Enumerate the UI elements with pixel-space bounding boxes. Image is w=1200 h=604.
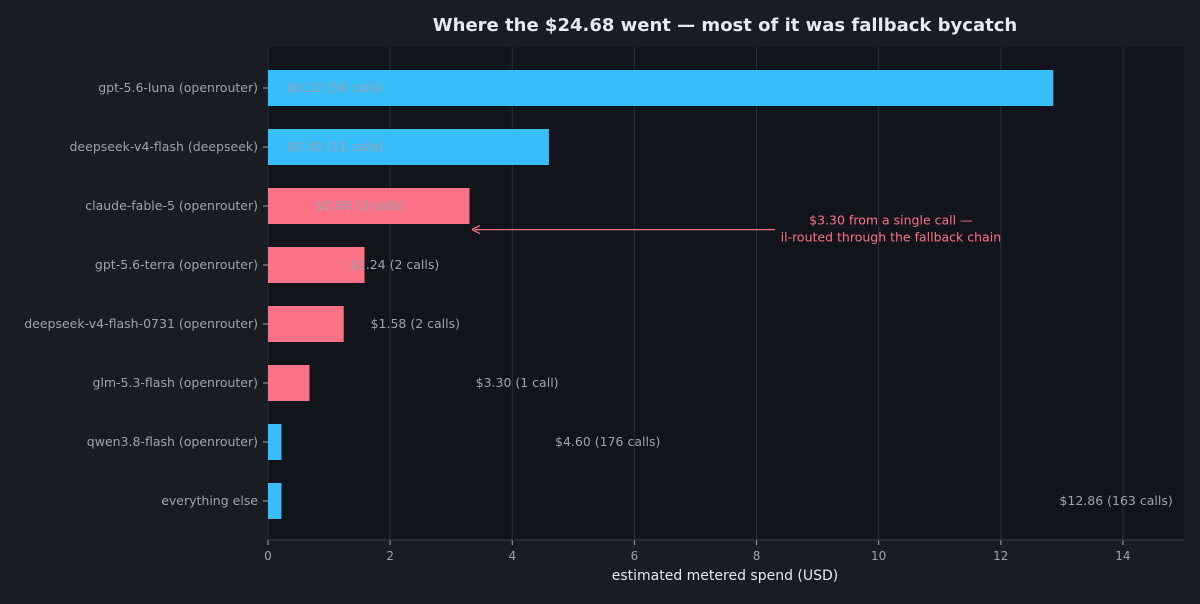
y-tick-label: deepseek-v4-flash (deepseek) [70, 139, 259, 154]
bar [268, 70, 1054, 106]
x-tick-label: 6 [631, 549, 639, 563]
x-tick-label: 2 [386, 549, 394, 563]
bar [268, 306, 344, 342]
x-tick-labels: 0 2 4 6 8 10 12 14 [264, 540, 1131, 563]
bars [268, 70, 1054, 519]
y-tick-label: gpt-5.6-terra (openrouter) [95, 257, 258, 272]
y-tick-label: deepseek-v4-flash-0731 (openrouter) [24, 316, 258, 331]
x-tick-label: 10 [871, 549, 886, 563]
data-label: $3.30 (1 call) [476, 375, 559, 390]
y-tick-label: everything else [161, 493, 258, 508]
chart-title: Where the $24.68 went — most of it was f… [433, 15, 1017, 36]
bar [268, 247, 365, 283]
data-label: $0.68 (3 calls) [316, 198, 405, 213]
data-label: $0.22 (59 calls) [286, 80, 383, 95]
y-tick-labels: gpt-5.6-luna (openrouter) deepseek-v4-fla… [24, 80, 268, 508]
y-tick-label: glm-5.3-flash (openrouter) [92, 375, 258, 390]
x-axis-label: estimated metered spend (USD) [612, 568, 839, 584]
annotation-text: $3.30 from a single call — [809, 213, 972, 228]
data-label: $1.58 (2 calls) [371, 316, 460, 331]
data-label: $4.60 (176 calls) [555, 434, 660, 449]
annotation-arrow-head [471, 225, 481, 235]
y-tick-label: gpt-5.6-luna (openrouter) [98, 80, 258, 95]
x-tick-label: 0 [264, 549, 272, 563]
data-label: $12.86 (163 calls) [1059, 493, 1172, 508]
data-label: $1.24 (2 calls) [350, 257, 439, 272]
annotation: $3.30 from a single call — il-routed thro… [471, 213, 1002, 245]
bar [268, 424, 282, 460]
data-labels: $0.22 (59 calls) $0.30 (11 calls) $0.68 (3… [286, 80, 1172, 508]
data-label: $0.30 (11 calls) [286, 139, 383, 154]
bar [268, 483, 282, 519]
x-tick-label: 14 [1115, 549, 1130, 563]
bar [268, 188, 470, 224]
y-tick-label: claude-fable-5 (openrouter) [85, 198, 258, 213]
bar [268, 365, 310, 401]
x-tick-label: 8 [753, 549, 761, 563]
x-tick-label: 12 [993, 549, 1008, 563]
annotation-text: il-routed through the fallback chain [781, 230, 1002, 245]
plot-area [268, 47, 1184, 540]
bar [268, 129, 549, 165]
x-tick-label: 4 [508, 549, 516, 563]
y-tick-label: qwen3.8-flash (openrouter) [87, 434, 258, 449]
